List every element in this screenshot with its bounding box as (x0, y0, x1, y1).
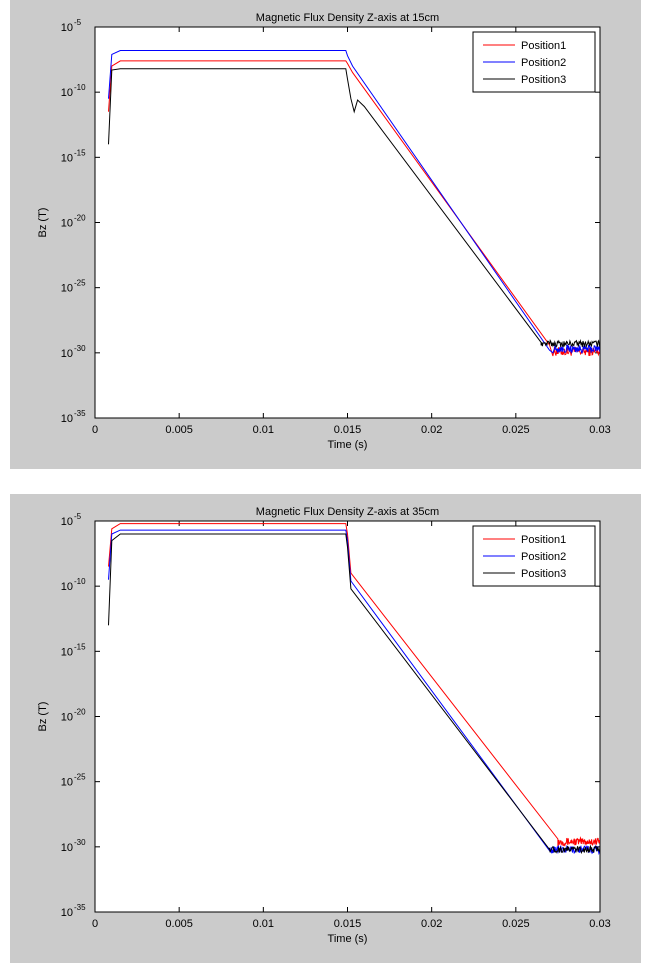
x-tick-label: 0.02 (421, 918, 442, 930)
y-tick-label: 10 (61, 581, 73, 593)
x-tick-label: 0.025 (502, 424, 530, 436)
x-tick-label: 0.025 (502, 918, 530, 930)
y-tick-label: 10 (61, 218, 73, 230)
series-line-position3 (108, 533, 600, 855)
y-tick-exponent: -30 (74, 838, 86, 847)
x-tick-label: 0.03 (589, 918, 610, 930)
chart-35cm: Magnetic Flux Density Z-axis at 35cm 0 0.0… (37, 506, 611, 945)
legend-label: Position1 (521, 40, 566, 52)
y-tick-exponent: -5 (74, 512, 82, 521)
x-axis-label: Time (s) (328, 439, 368, 451)
y-tick-exponent: -25 (74, 279, 86, 288)
legend-box (472, 31, 596, 93)
chart-title: Magnetic Flux Density Z-axis at 35cm (256, 506, 439, 518)
chart-15cm: Magnetic Flux Density Z-axis at 15cm 0 0.0… (37, 12, 611, 451)
x-tick-label: 0.01 (253, 424, 274, 436)
y-tick-label: 10 (61, 907, 73, 919)
series-line-position1 (108, 523, 600, 847)
y-tick-exponent: -25 (74, 773, 86, 782)
x-tick-label: 0.01 (253, 918, 274, 930)
series-line-position3 (108, 68, 600, 349)
chart-title: Magnetic Flux Density Z-axis at 15cm (256, 12, 439, 24)
x-tick-label: 0.02 (421, 424, 442, 436)
y-tick-exponent: -35 (74, 409, 86, 418)
y-tick-label: 10 (61, 842, 73, 854)
figure-35cm: Magnetic Flux Density Z-axis at 35cm 0 0.0… (10, 494, 641, 963)
figure-15cm: Magnetic Flux Density Z-axis at 15cm 0 0.0… (10, 0, 641, 469)
y-tick-label: 10 (61, 777, 73, 789)
x-axis-label: Time (s) (328, 933, 368, 945)
y-tick-exponent: -15 (74, 148, 86, 157)
legend-label: Position3 (521, 568, 566, 580)
y-tick-label: 10 (61, 22, 73, 34)
y-tick-label: 10 (61, 283, 73, 295)
x-tick-label: 0.005 (165, 424, 193, 436)
x-tick-label: 0.015 (334, 918, 362, 930)
legend: Position1 Position2 Position3 (472, 31, 596, 93)
y-tick-label: 10 (61, 413, 73, 425)
y-tick-exponent: -15 (74, 642, 86, 651)
y-tick-exponent: -10 (74, 83, 86, 92)
x-tick-label: 0.015 (334, 424, 362, 436)
y-tick-exponent: -5 (74, 18, 82, 27)
y-tick-exponent: -20 (74, 214, 86, 223)
y-tick-exponent: -30 (74, 344, 86, 353)
y-tick-label: 10 (61, 348, 73, 360)
y-axis-label: Bz (T) (37, 702, 49, 732)
y-tick-label: 10 (61, 516, 73, 528)
y-tick-label: 10 (61, 152, 73, 164)
legend-label: Position1 (521, 534, 566, 546)
x-tick-label: 0 (92, 424, 98, 436)
y-axis-label: Bz (T) (37, 208, 49, 238)
y-tick-label: 10 (61, 646, 73, 658)
y-tick-label: 10 (61, 87, 73, 99)
legend: Position1 Position2 Position3 (472, 525, 596, 587)
x-tick-label: 0 (92, 918, 98, 930)
legend-label: Position2 (521, 551, 566, 563)
legend-label: Position3 (521, 74, 566, 86)
y-tick-exponent: -35 (74, 903, 86, 912)
y-tick-exponent: -20 (74, 708, 86, 717)
y-tick-label: 10 (61, 712, 73, 724)
x-tick-label: 0.03 (589, 424, 610, 436)
series-line-position2 (108, 50, 600, 355)
legend-label: Position2 (521, 57, 566, 69)
x-tick-label: 0.005 (165, 918, 193, 930)
y-tick-exponent: -10 (74, 577, 86, 586)
